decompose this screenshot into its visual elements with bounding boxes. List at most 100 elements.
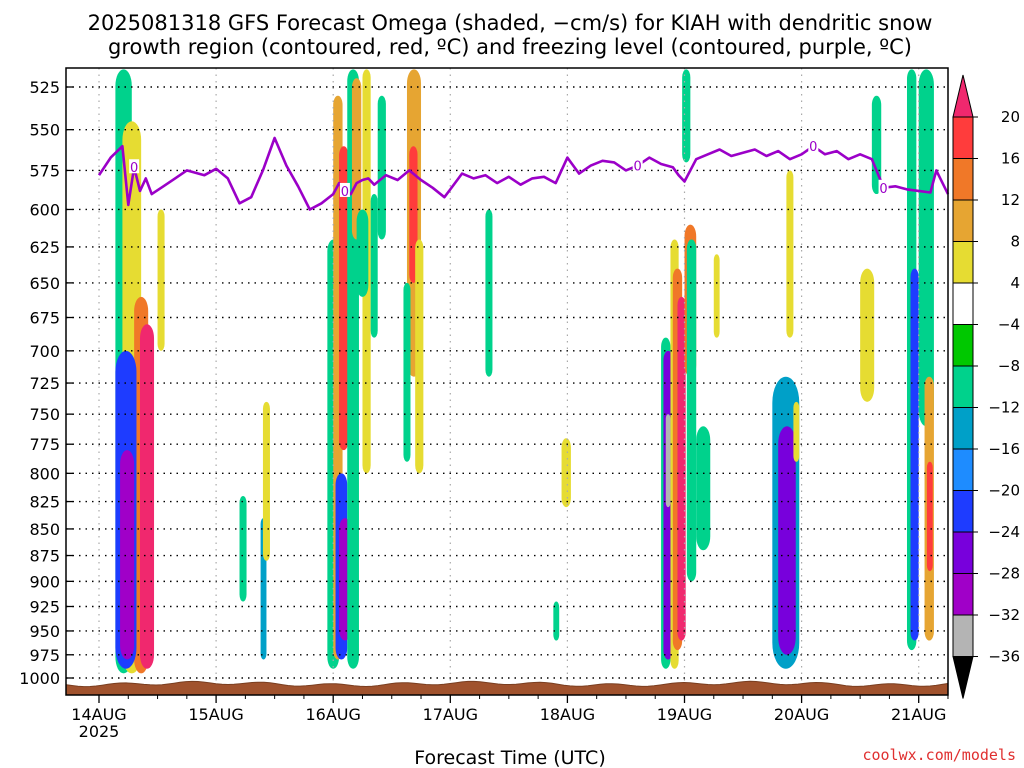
y-tick-label: 625: [29, 238, 60, 257]
omega-cell: [356, 209, 369, 297]
colorbar-segment: [952, 614, 974, 657]
freezing-level-line: [97, 136, 950, 211]
omega-cell: [139, 324, 155, 669]
y-tick-label: 825: [29, 493, 60, 512]
colorbar-label: −16: [988, 440, 1020, 458]
colorbar-segment: [952, 490, 974, 533]
freezing-level-label: 0: [879, 182, 887, 197]
omega-cell: [682, 69, 691, 163]
colorbar-segment: [952, 241, 974, 284]
freezing-level-label: 0: [634, 160, 642, 175]
colorbar-label: 16: [1001, 150, 1020, 168]
title-line: growth region (contoured, red, ºC) and f…: [108, 35, 912, 59]
omega-cell: [415, 239, 424, 474]
y-tick-label: 700: [29, 342, 60, 361]
colorbar-bottom-arrow: [952, 656, 974, 699]
y-tick-label: 575: [29, 161, 60, 180]
y-axis: 525 550 575 600 625 650 675 700 725 750 775 800 825 8…: [19, 78, 73, 688]
colorbar-segment: [952, 158, 974, 201]
omega-cell: [926, 461, 933, 572]
y-tick-label: 600: [29, 200, 60, 219]
colorbar-segment: [952, 531, 974, 574]
plot-frame: [65, 67, 949, 696]
freezing-level-label: 0: [341, 185, 349, 200]
omega-cell: [403, 282, 411, 462]
colorbar-label: −28: [988, 565, 1020, 583]
omega-cell: [778, 426, 796, 655]
x-axis-title: Forecast Time (UTC): [414, 747, 605, 768]
ground-surface: [65, 680, 949, 696]
y-tick-label: 1000: [19, 669, 60, 688]
omega-cell: [370, 194, 378, 338]
omega-cell: [918, 69, 934, 427]
y-tick-label: 525: [29, 78, 60, 97]
colorbar-label: −32: [988, 606, 1020, 624]
colorbar-label: −20: [988, 482, 1020, 500]
colorbar-legend: 20 16 12 8 4 −4 −8 −12 −16 −20 −24 −28 −32 −36: [952, 74, 1020, 699]
colorbar-label: 4: [1010, 274, 1020, 292]
y-tick-label: 550: [29, 121, 60, 140]
omega-cell: [377, 95, 386, 240]
frame: [65, 67, 949, 696]
omega-cell: [239, 495, 247, 602]
y-tick-label: 775: [29, 435, 60, 454]
colorbar-segment: [952, 116, 974, 159]
x-year-label: 2025: [79, 722, 120, 741]
freezing-level-label: 0: [130, 161, 138, 176]
y-tick-label: 950: [29, 622, 60, 641]
x-tick-label: 21AUG: [891, 705, 946, 724]
colorbar-label: −8: [998, 357, 1020, 375]
colorbar-label: 12: [1001, 191, 1020, 209]
y-tick-label: 650: [29, 274, 60, 293]
dotted-grid: [66, 68, 948, 695]
chart-title: 2025081318 GFS Forecast Omega (shaded, −…: [88, 11, 933, 59]
omega-cell: [696, 426, 711, 551]
omega-cell: [339, 146, 349, 451]
colorbar-label: −36: [988, 648, 1020, 666]
y-tick-label: 800: [29, 464, 60, 483]
y-tick-label: 725: [29, 374, 60, 393]
x-axis: 14AUG 15AUG 16AUG 17AUG 18AUG 19AUG 20AUG 21AUG…: [71, 695, 949, 741]
x-tick-label: 16AUG: [305, 705, 360, 724]
omega-cell: [120, 450, 135, 660]
omega-cell: [910, 268, 919, 641]
omega-cell: [860, 268, 875, 402]
colorbar-segment: [952, 573, 974, 616]
omega-cell: [553, 601, 560, 641]
colorbar-label: 20: [1001, 108, 1020, 126]
colorbar-top-arrow: [952, 74, 974, 118]
credit-link[interactable]: coolwx.com/models: [862, 746, 1016, 764]
omega-cell: [713, 254, 720, 338]
colorbar-segment: [952, 324, 974, 367]
y-tick-label: 850: [29, 520, 60, 539]
x-tick-label: 18AUG: [540, 705, 595, 724]
freezing-level-label-bg: [878, 179, 889, 194]
omega-cell: [871, 95, 882, 195]
title-line: 2025081318 GFS Forecast Omega (shaded, −…: [88, 11, 933, 35]
omega-cell: [485, 209, 493, 377]
omega-cell: [561, 438, 571, 508]
omega-cell: [157, 209, 165, 351]
x-tick-label: 17AUG: [423, 705, 478, 724]
freezing-level-label: 0: [809, 140, 817, 155]
ground-band: [65, 680, 949, 696]
x-tick-label: 14AUG: [71, 705, 126, 724]
freezing-level-label-bg: [339, 182, 350, 197]
colorbar-label: −4: [998, 316, 1020, 334]
plot-area: [66, 68, 948, 695]
omega-cell: [786, 170, 794, 338]
colorbar-segment: [952, 365, 974, 408]
colorbar-segment: [952, 282, 974, 325]
colorbar-segment: [952, 199, 974, 242]
omega-cell: [793, 401, 800, 462]
omega-cell: [262, 401, 270, 561]
omega-shading: [115, 69, 934, 674]
y-tick-label: 675: [29, 309, 60, 328]
freezing-level-contour: 0 0 0 0 0: [97, 136, 950, 211]
colorbar-segment: [952, 407, 974, 450]
x-tick-label: 19AUG: [657, 705, 712, 724]
freezing-level-label-bg: [632, 157, 643, 172]
omega-cell: [665, 414, 671, 508]
x-tick-label: 15AUG: [188, 705, 243, 724]
y-tick-label: 975: [29, 646, 60, 665]
